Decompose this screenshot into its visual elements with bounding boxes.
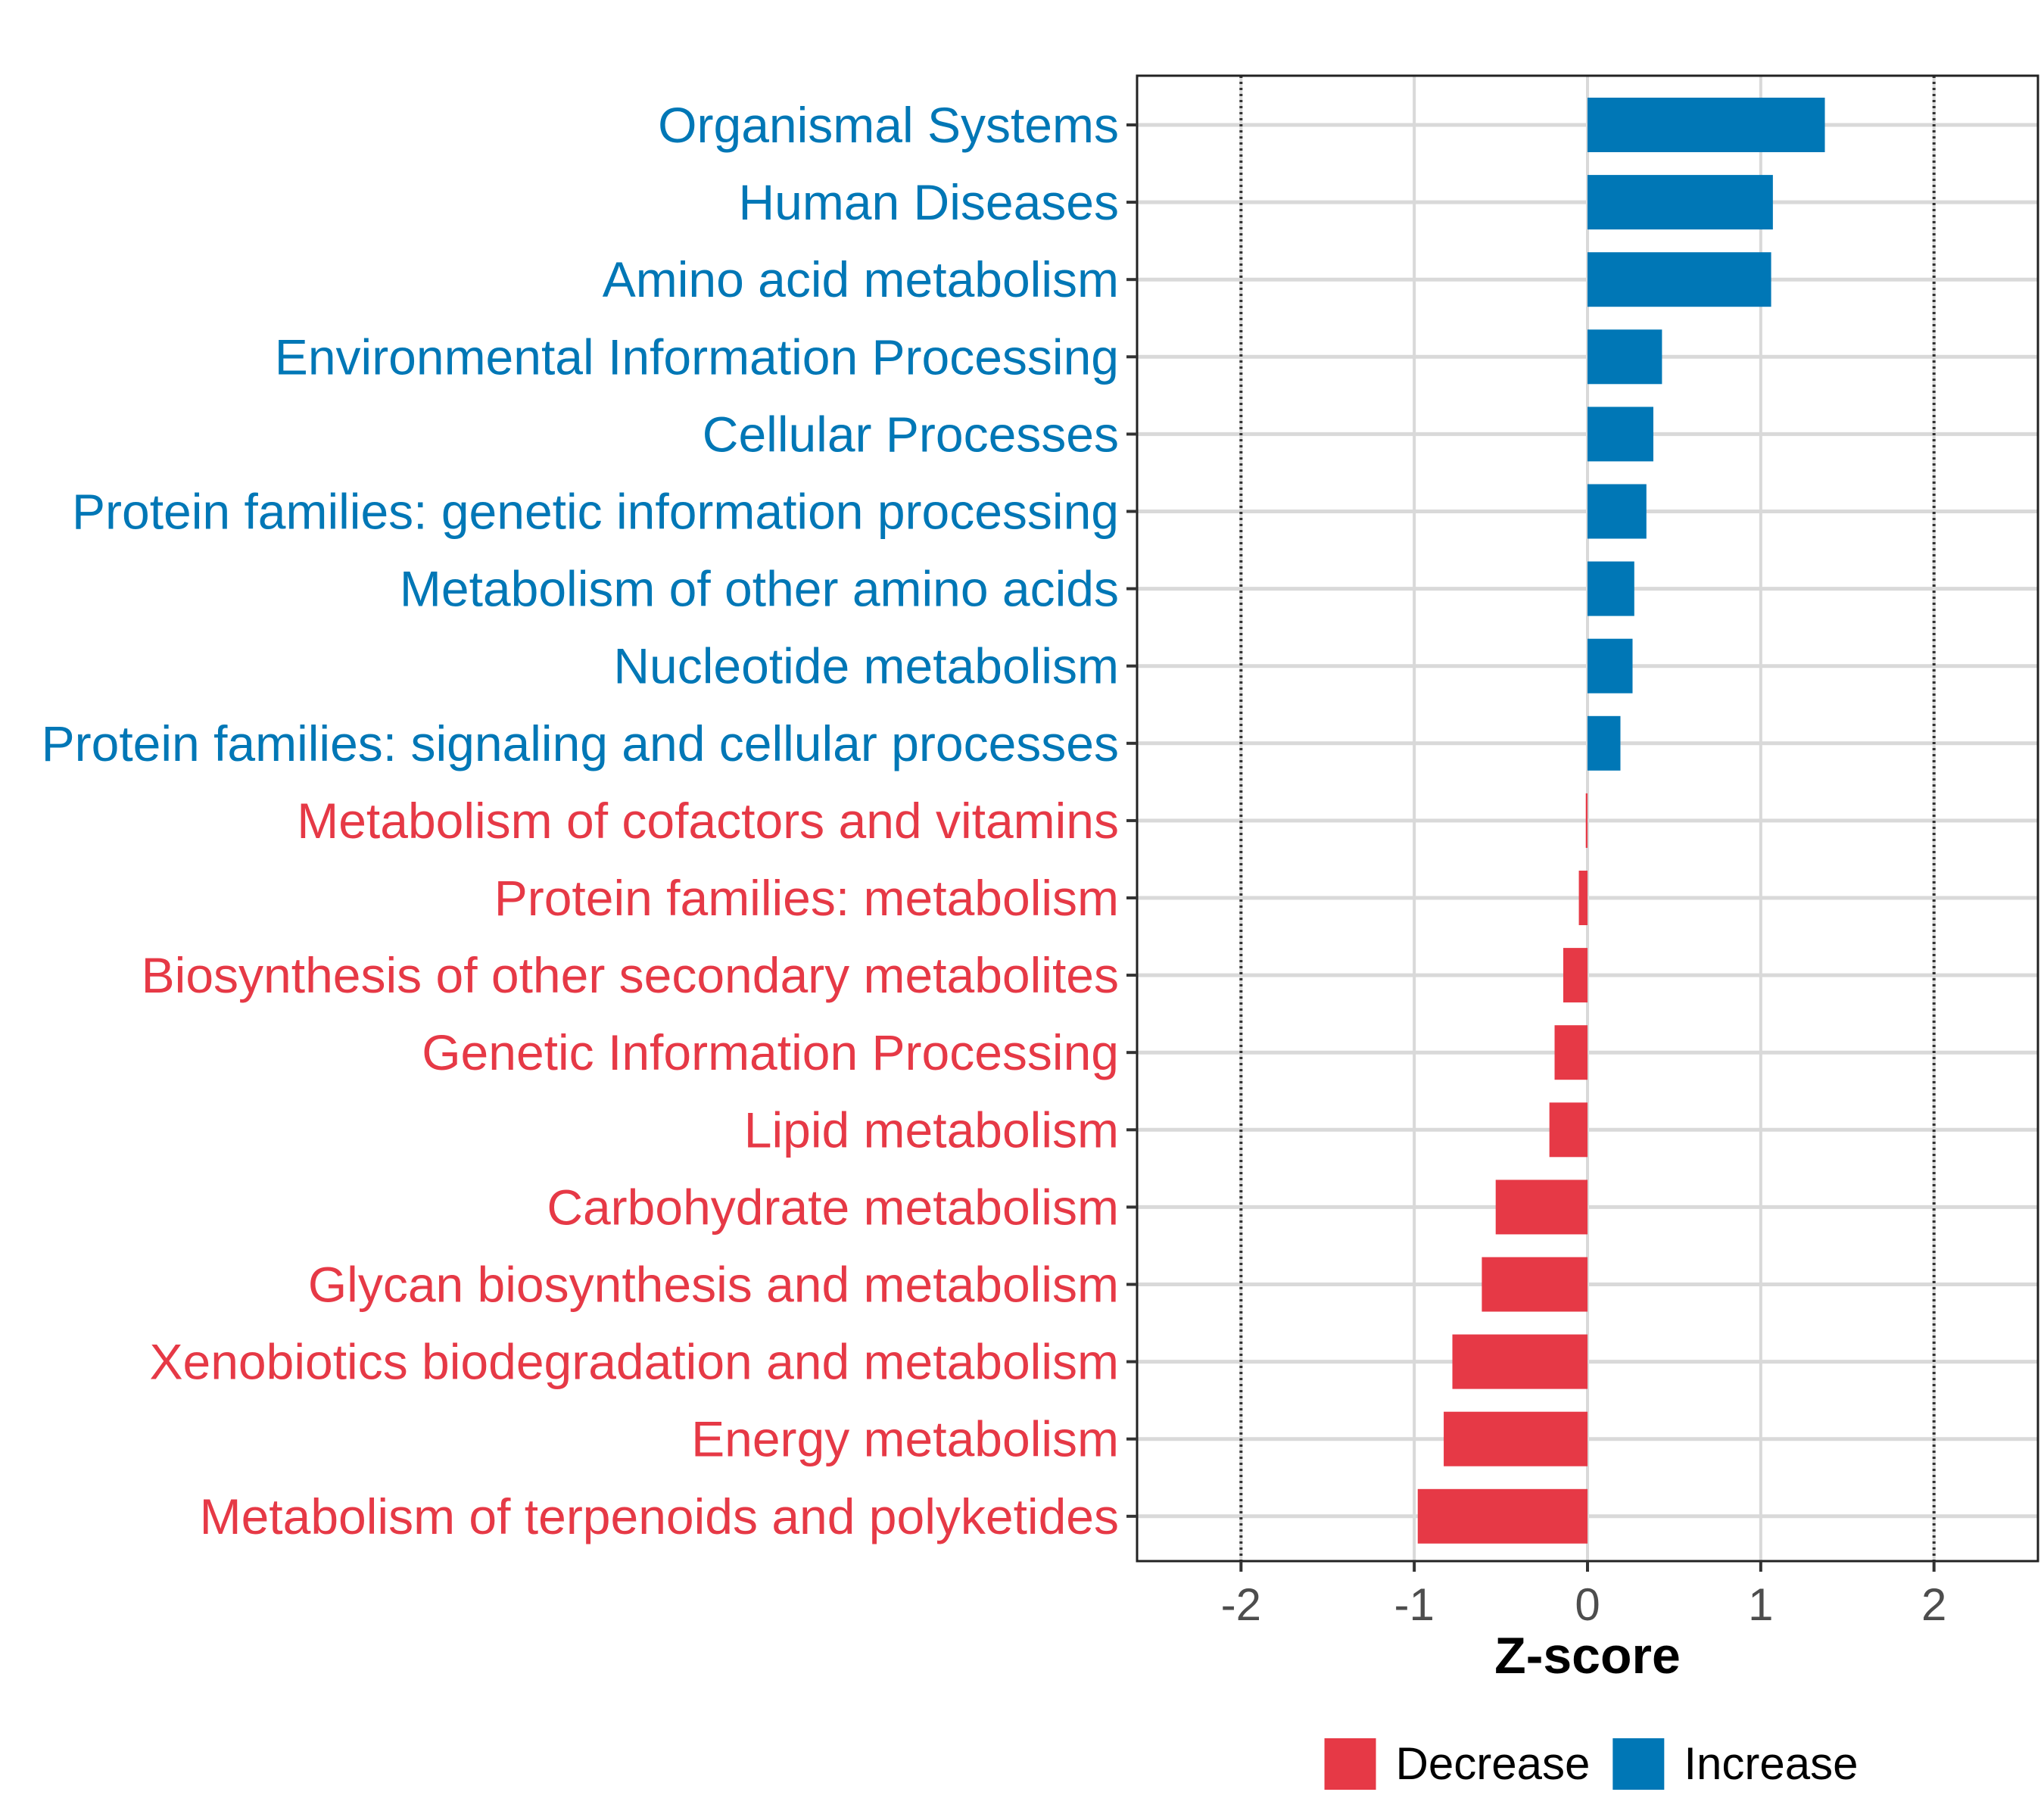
x-tick-label: 2	[1921, 1579, 1946, 1630]
category-label: Amino acid metabolism	[603, 251, 1119, 307]
category-label: Environmental Information Processing	[275, 329, 1119, 385]
legend: Decrease Increase	[1324, 1738, 1858, 1790]
category-label: Organismal Systems	[658, 97, 1119, 153]
category-label: Protein families: genetic information pr…	[72, 484, 1119, 540]
bar	[1588, 638, 1633, 693]
category-label: Metabolism of terpenoids and polyketides	[200, 1488, 1119, 1544]
category-label: Genetic Information Processing	[422, 1024, 1119, 1080]
category-label: Lipid metabolism	[744, 1102, 1119, 1158]
category-label: Glycan biosynthesis and metabolism	[308, 1257, 1119, 1313]
legend-label: Increase	[1684, 1738, 1858, 1789]
bar	[1588, 715, 1621, 771]
category-label: Energy metabolism	[691, 1411, 1119, 1467]
bar	[1549, 1102, 1588, 1158]
legend-label: Decrease	[1396, 1738, 1591, 1789]
category-label: Xenobiotics biodegradation and metabolis…	[150, 1334, 1120, 1390]
bar	[1554, 1025, 1588, 1080]
category-label: Metabolism of other amino acids	[400, 561, 1119, 617]
category-label: Biosynthesis of other secondary metaboli…	[142, 947, 1119, 1003]
x-axis-ticks: -2 -1 0 1 2	[1221, 1561, 1946, 1630]
bar	[1588, 175, 1773, 230]
bar	[1482, 1257, 1588, 1312]
legend-entry: Decrease	[1324, 1738, 1591, 1790]
category-label: Protein families: signaling and cellular…	[42, 715, 1119, 771]
x-axis-title: Z-score	[1494, 1627, 1681, 1685]
x-tick-label: 1	[1748, 1579, 1773, 1630]
bar	[1588, 484, 1647, 539]
bar	[1452, 1334, 1588, 1389]
bar	[1588, 407, 1653, 462]
x-tick-label: -2	[1221, 1579, 1261, 1630]
bar	[1495, 1180, 1588, 1235]
bar	[1417, 1488, 1588, 1544]
category-label: Nucleotide metabolism	[613, 638, 1119, 694]
x-tick-label: -1	[1394, 1579, 1434, 1630]
category-label: Carbohydrate metabolism	[547, 1179, 1119, 1235]
category-label: Cellular Processes	[703, 406, 1119, 462]
category-label: Protein families: metabolism	[494, 870, 1119, 926]
bar	[1585, 793, 1588, 848]
bar	[1444, 1411, 1588, 1466]
category-label: Metabolism of cofactors and vitamins	[297, 793, 1119, 849]
legend-entry: Increase	[1612, 1738, 1858, 1790]
category-labels: Organismal Systems Human Diseases Amino ac…	[42, 97, 1119, 1544]
bar	[1588, 329, 1662, 385]
category-label: Human Diseases	[738, 174, 1119, 230]
legend-swatch	[1324, 1738, 1376, 1790]
bar-layer	[1417, 98, 1825, 1544]
bar	[1563, 948, 1588, 1003]
bar	[1588, 252, 1771, 307]
bar	[1578, 871, 1588, 925]
legend-swatch	[1612, 1738, 1665, 1790]
bar	[1588, 561, 1634, 616]
bar	[1588, 98, 1825, 152]
y-axis-ticks	[1126, 123, 1137, 1518]
x-tick-label: 0	[1575, 1579, 1600, 1630]
